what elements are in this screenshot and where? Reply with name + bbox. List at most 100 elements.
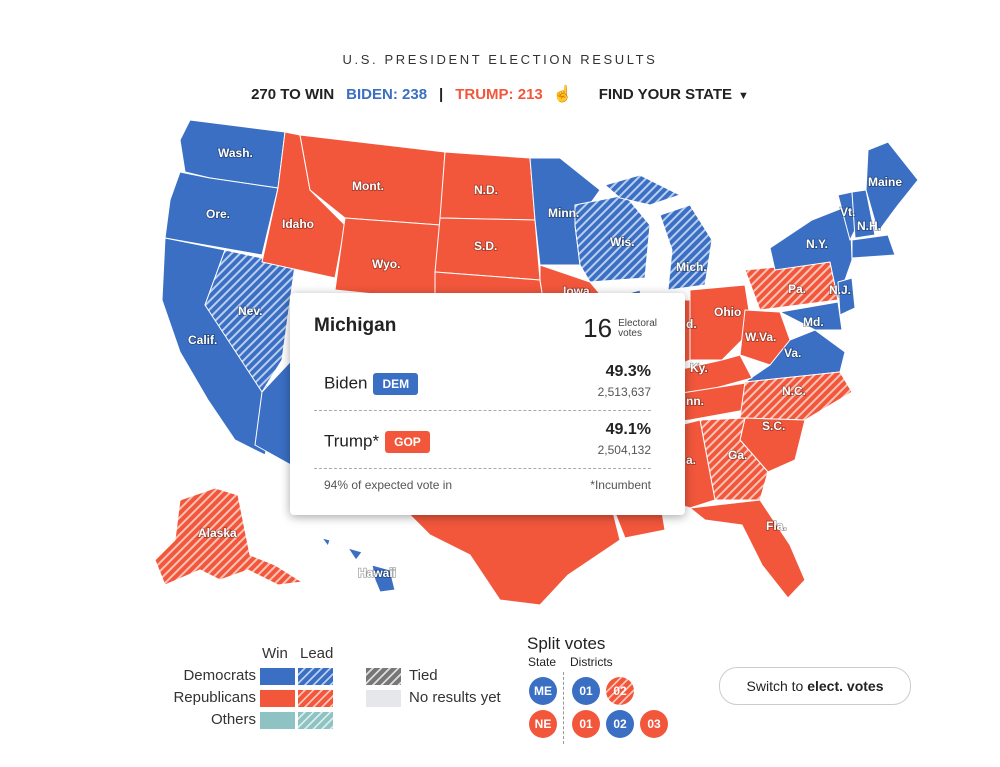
legend-no-results: No results yet [409,689,501,706]
candidate-name: Biden [324,373,368,393]
find-your-state-label: FIND YOUR STATE [598,85,733,103]
state-maine[interactable] [865,141,919,233]
split-me-state: ME [529,677,557,705]
divider [314,468,651,469]
label-minn: Minn. [548,206,579,220]
state-mass[interactable] [851,234,896,259]
swatch-dem-win [260,668,295,685]
label-ind: d. [686,317,697,331]
ev-label-line1: Electoral [618,317,657,329]
divider [314,410,651,411]
state-nh[interactable] [851,189,876,239]
candidate-name: Trump* [324,431,380,451]
label-fla: Fla. [766,519,787,533]
label-md: Md. [803,315,824,329]
score-bar: 270 TO WIN BIDEN: 238 | TRUMP: 213 ☝ FIN… [0,84,1000,104]
legend-democrats: Democrats [183,667,256,684]
switch-bold: elect. votes [807,678,884,694]
split-ne-d3: 03 [640,710,668,738]
candidate-row-biden: Biden DEM 49.3% 2,513,637 [314,363,651,419]
party-badge-gop: GOP [385,431,430,453]
candidate-votes: 2,513,637 [597,385,651,399]
label-nc: N.C. [782,384,806,398]
legend-lead-header: Lead [300,645,334,662]
electoral-votes-number: 16 [583,313,613,343]
state-nc[interactable] [739,371,853,421]
electoral-votes-label: Electoral votes [618,317,657,339]
state-ohio[interactable] [689,284,753,361]
score-separator: | [439,85,444,103]
biden-total: BIDEN: 238 [346,85,428,103]
switch-view-button[interactable]: Switch to elect. votes [719,667,911,705]
label-sd: S.D. [474,239,497,253]
switch-prefix: Switch to [746,678,804,694]
label-wash: Wash. [218,146,253,160]
state-fla[interactable] [689,499,806,599]
label-nev: Nev. [238,304,262,318]
label-tenn: nn. [686,394,704,408]
label-hawaii: Hawaii [358,566,396,580]
label-idaho: Idaho [282,217,314,231]
label-sc: S.C. [762,419,785,433]
label-ohio: Ohio [714,305,741,319]
swatch-no-results [366,690,401,707]
hand-pointer-icon: ☝ [552,86,573,103]
ev-label-line2: votes [618,327,642,339]
label-nj: N.J. [829,283,851,297]
incumbent-note: *Incumbent [590,478,651,492]
label-ala: a. [686,453,696,467]
split-state-label: State [528,655,557,669]
legend-republicans: Republicans [173,689,256,706]
label-calif: Calif. [188,333,217,347]
expected-vote-text: 94% of expected vote in [324,478,453,492]
split-ne-d2: 02 [606,710,634,738]
label-va: Va. [784,346,801,360]
label-pa: Pa. [788,282,806,296]
state-michigan[interactable] [659,204,713,291]
candidate-row-trump: Trump* GOP 49.1% 2,504,132 [314,421,651,477]
swatch-other-win [260,712,295,729]
label-ore: Ore. [206,207,230,221]
swatch-dem-lead [298,668,333,685]
swatch-other-lead [298,712,333,729]
split-districts-label: Districts [570,655,613,669]
state-nj[interactable] [837,277,856,316]
state-alaska[interactable] [154,487,303,586]
label-wis: Wis. [610,235,635,249]
swatch-gop-win [260,690,295,707]
state-michigan-up[interactable] [604,174,681,206]
label-maine: Maine [868,175,902,189]
label-alaska: Alaska [198,526,237,540]
legend-win-header: Win [262,645,288,662]
split-me-d1: 01 [572,677,600,705]
swatch-gop-lead [298,690,333,707]
candidate-votes: 2,504,132 [597,443,651,457]
state-md[interactable] [779,301,843,331]
label-nh: N.H. [857,219,881,233]
label-mont: Mont. [352,179,384,193]
label-ky: Ky. [690,361,708,375]
label-vt: Vt. [840,205,855,219]
state-oregon[interactable] [164,171,279,256]
split-divider [563,672,564,744]
label-mich: Mich. [676,260,707,274]
page-title: U.S. PRESIDENT ELECTION RESULTS [342,52,658,67]
candidate-pct: 49.3% [605,363,651,380]
to-win-label: 270 TO WIN [251,85,335,103]
chevron-down-icon: ▼ [738,89,749,102]
tooltip-footer: 94% of expected vote in *Incumbent [324,478,651,492]
candidate-pct: 49.1% [605,421,651,438]
label-ny: N.Y. [806,237,828,251]
find-your-state-dropdown[interactable]: FIND YOUR STATE ▼ [599,86,749,103]
label-wva: W.Va. [745,330,776,344]
split-ne-d1: 01 [572,710,600,738]
split-ne-state: NE [529,710,557,738]
legend-others: Others [210,711,256,728]
state-tooltip: Michigan 16 Electoral votes Biden DEM 49.3… [290,293,685,515]
party-badge-dem: DEM [373,373,419,395]
split-me-d2: 02 [606,677,634,705]
label-nd: N.D. [474,183,498,197]
legend-tied: Tied [409,667,438,684]
trump-total: TRUMP: 213 [455,85,543,103]
state-hawaii[interactable] [321,537,396,593]
